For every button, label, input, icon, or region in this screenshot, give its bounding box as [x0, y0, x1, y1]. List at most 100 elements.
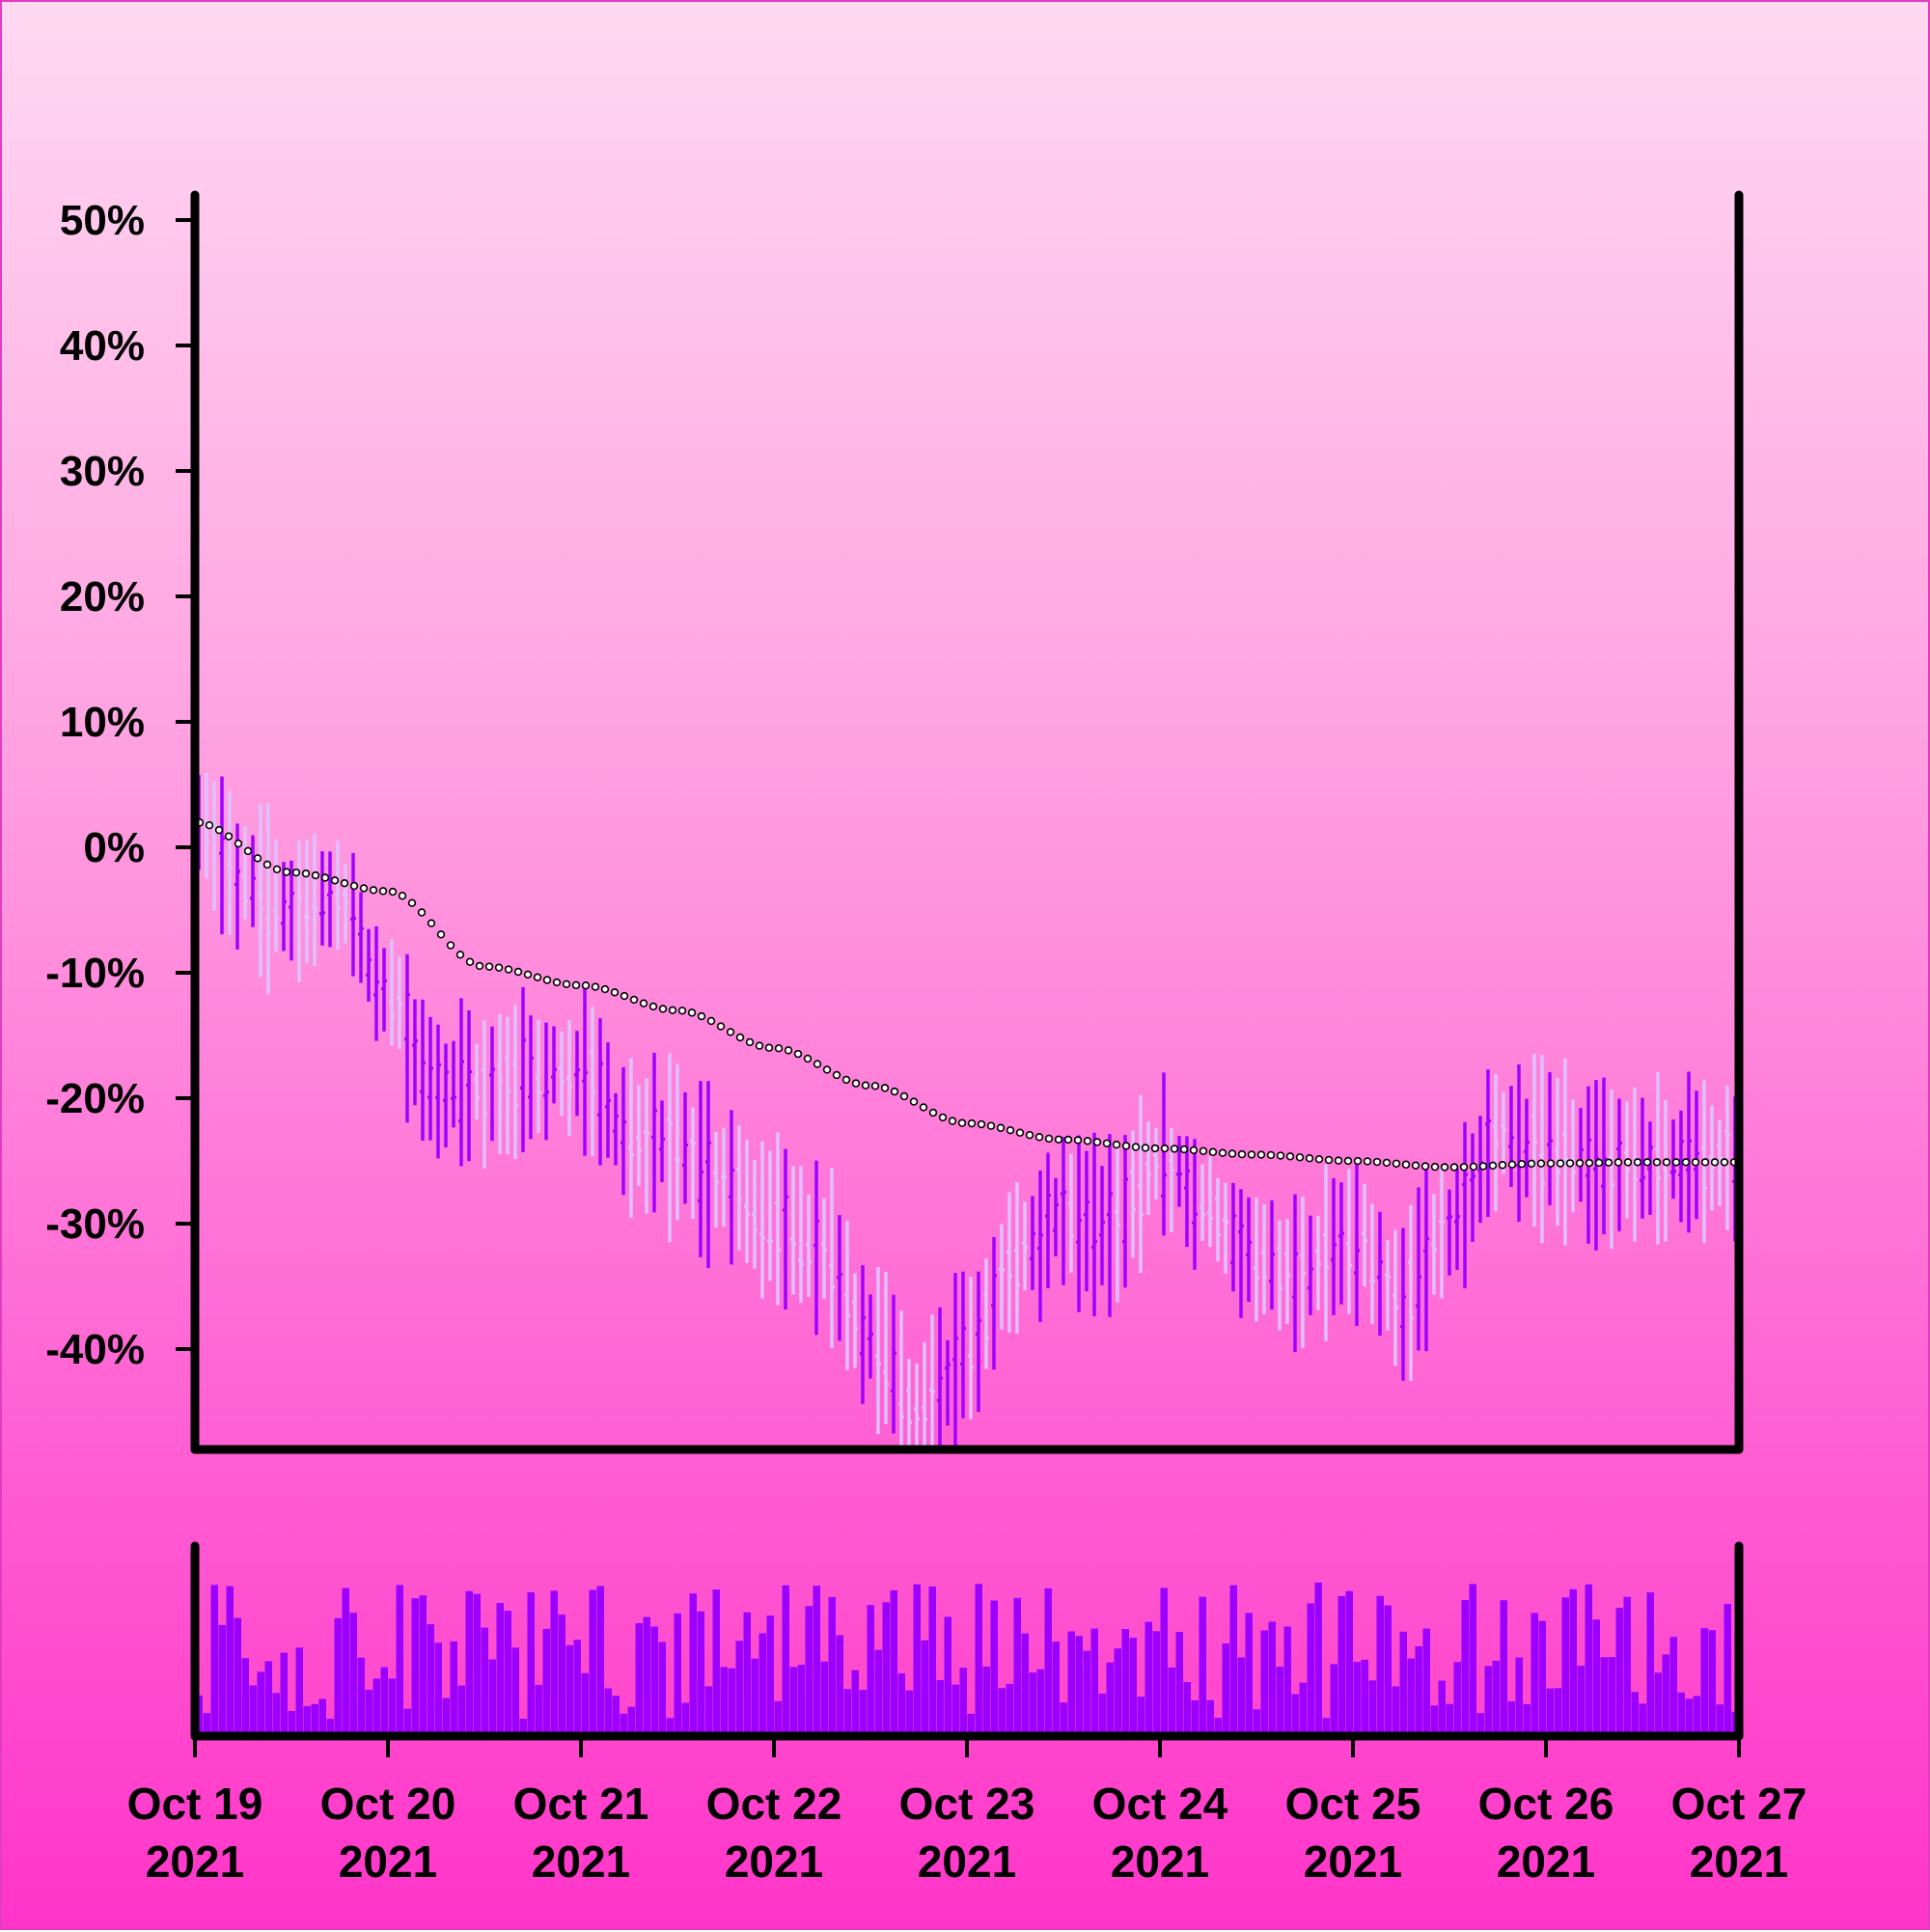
volume-bar	[1191, 1699, 1199, 1736]
ohlc-bar	[373, 925, 379, 1041]
volume-bar	[1538, 1620, 1546, 1736]
volume-bar	[666, 1718, 674, 1736]
trend-marker	[1449, 1163, 1459, 1172]
ohlc-bar	[366, 928, 372, 1002]
ohlc-bar	[1014, 1182, 1020, 1334]
ohlc-bar	[922, 1341, 927, 1446]
ohlc-bar	[1099, 1166, 1105, 1285]
ohlc-bar	[1562, 1058, 1568, 1246]
ohlc-bar	[1423, 1169, 1429, 1352]
ohlc-bar	[1408, 1204, 1414, 1381]
ohlc-bar	[1539, 1055, 1545, 1244]
trend-marker	[243, 846, 253, 856]
volume-bar	[1446, 1703, 1453, 1736]
ohlc-bar	[729, 1110, 734, 1265]
ohlc-bar	[929, 1314, 935, 1446]
trend-marker	[967, 1118, 977, 1128]
volume-bar	[1291, 1694, 1299, 1736]
volume-bar	[450, 1641, 457, 1736]
volume-bar	[1283, 1626, 1291, 1736]
trend-marker	[716, 1022, 726, 1031]
trend-marker	[1025, 1130, 1034, 1140]
volume-bar	[1314, 1582, 1322, 1736]
volume-bar	[720, 1667, 728, 1736]
trend-marker	[282, 868, 291, 876]
trend-marker	[851, 1079, 861, 1088]
ohlc-bar	[1045, 1152, 1051, 1289]
trend-marker	[1006, 1125, 1015, 1135]
ohlc-bar	[1485, 1069, 1491, 1217]
ohlc-bar	[1331, 1177, 1337, 1315]
ohlc-bar	[1724, 1085, 1730, 1230]
trend-marker	[938, 1113, 948, 1122]
trend-marker	[1575, 1159, 1585, 1168]
trend-marker	[1208, 1147, 1218, 1156]
ohlc-bar	[1215, 1177, 1221, 1261]
trend-marker	[1314, 1154, 1324, 1164]
volume-bar	[318, 1698, 326, 1736]
x-tick-label-date: Oct 19	[127, 1779, 263, 1829]
ohlc-bar	[1153, 1127, 1159, 1200]
volume-bar	[1152, 1631, 1160, 1736]
volume-bar	[751, 1658, 758, 1736]
trend-marker	[1517, 1160, 1527, 1169]
volume-bar	[380, 1667, 388, 1736]
trend-marker	[465, 957, 475, 966]
volume-bar	[442, 1697, 450, 1736]
volume-bar	[1399, 1631, 1407, 1736]
ohlc-bar	[1717, 1119, 1723, 1206]
volume-bar	[1693, 1696, 1700, 1736]
trend-marker	[1565, 1159, 1575, 1168]
ohlc-bar	[1555, 1077, 1560, 1227]
ohlc-bar	[1145, 1121, 1151, 1215]
ohlc-bar	[675, 1063, 680, 1221]
ohlc-bar	[1655, 1071, 1661, 1245]
x-tick-label-date: Oct 22	[706, 1779, 842, 1829]
ohlc-bar	[1122, 1135, 1128, 1288]
volume-bar	[882, 1602, 890, 1736]
volume-bar	[1600, 1657, 1608, 1736]
volume-bar	[1253, 1709, 1260, 1736]
trend-marker	[1507, 1160, 1517, 1169]
x-tick-label-year: 2021	[918, 1836, 1016, 1887]
trend-marker	[610, 988, 620, 997]
trend-marker	[1401, 1160, 1411, 1169]
trend-marker	[909, 1097, 919, 1106]
ohlc-bar	[389, 939, 395, 1046]
volume-bar	[1353, 1662, 1361, 1736]
y-tick-label: 30%	[60, 448, 145, 495]
trend-marker	[639, 999, 648, 1007]
volume-bar	[1214, 1718, 1222, 1736]
volume-bar	[1183, 1681, 1191, 1736]
ohlc-bar	[227, 790, 233, 935]
ohlc-bar	[574, 1031, 580, 1117]
trend-marker	[513, 967, 523, 977]
trend-marker	[668, 1006, 677, 1015]
volume-bar	[897, 1673, 905, 1736]
trend-marker	[581, 980, 591, 990]
x-tick-label-date: Oct 26	[1478, 1779, 1614, 1829]
trend-marker	[813, 1060, 822, 1068]
ohlc-bar	[752, 1160, 758, 1269]
volume-bar	[1677, 1692, 1685, 1736]
trend-marker	[1295, 1153, 1305, 1162]
volume-bar	[1461, 1600, 1469, 1736]
ohlc-bar	[1308, 1215, 1313, 1315]
trend-marker	[484, 962, 494, 971]
ohlc-bar	[775, 1132, 781, 1306]
ohlc-bar	[721, 1128, 727, 1228]
volume-bar	[1530, 1613, 1538, 1736]
ohlc-bar	[427, 1016, 433, 1141]
trend-marker	[1488, 1161, 1498, 1171]
volume-bar	[504, 1611, 511, 1736]
ohlc-bar	[512, 1005, 518, 1160]
x-tick-label-date: Oct 27	[1671, 1779, 1807, 1829]
y-tick-label: 50%	[60, 197, 145, 244]
volume-bar	[1199, 1596, 1206, 1736]
trend-marker	[1536, 1159, 1546, 1168]
ohlc-bar	[1663, 1100, 1668, 1242]
trend-marker	[1324, 1155, 1334, 1165]
ohlc-bar	[783, 1148, 788, 1311]
trend-marker	[832, 1070, 841, 1080]
